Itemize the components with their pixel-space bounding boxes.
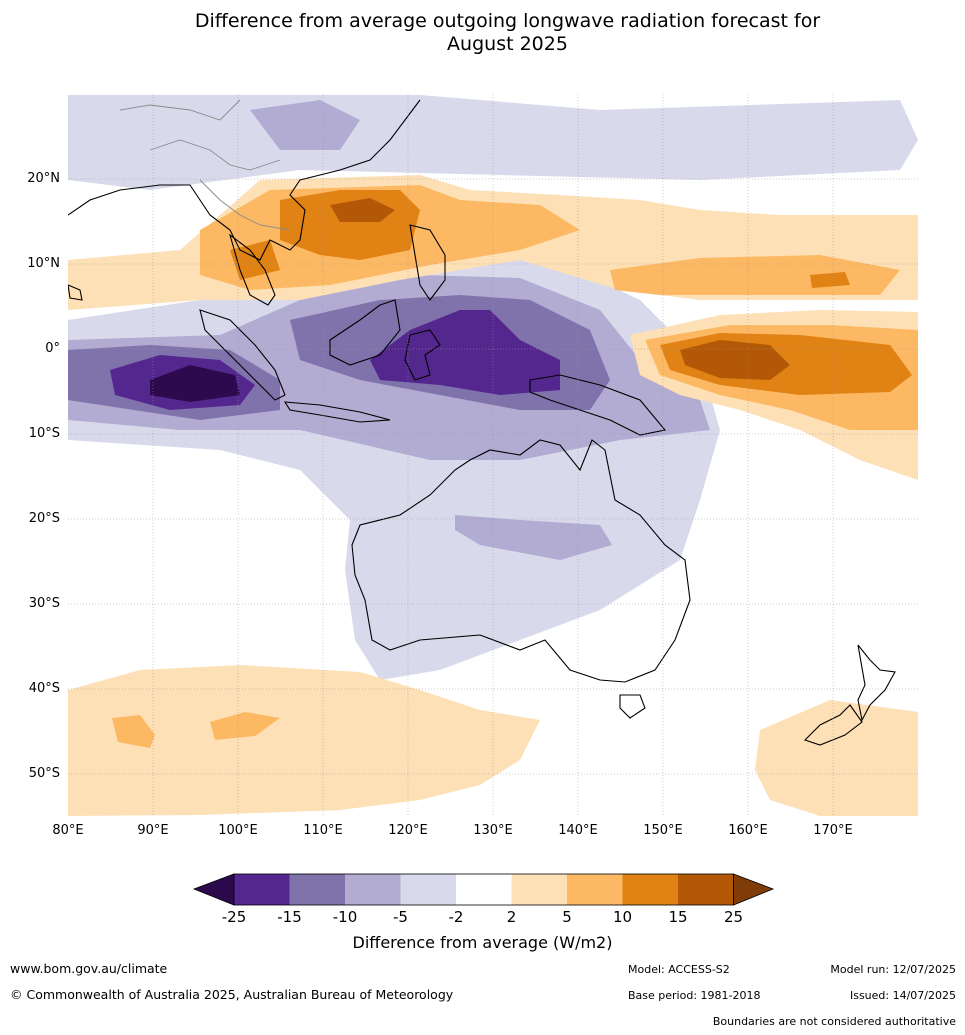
colorbar-swatch <box>289 874 345 905</box>
lat-label: 10°S <box>28 426 60 441</box>
anomaly-region-orange <box>210 712 280 740</box>
lat-label: 10°N <box>27 256 60 271</box>
java-coastline <box>283 401 391 423</box>
colorbar-tick-label: -10 <box>332 908 358 926</box>
model-info: Model: ACCESS-S2 <box>628 963 730 976</box>
borneo-coastline <box>329 299 401 366</box>
lat-label: 30°S <box>28 596 60 611</box>
colorbar-swatch <box>678 874 734 905</box>
boundaries-note: Boundaries are not considered authoritat… <box>712 1015 956 1028</box>
colorbar-tick-label: 15 <box>668 908 688 926</box>
colorbar-swatch <box>456 874 512 905</box>
model-run-date: Model run: 12/07/2025 <box>830 963 956 976</box>
anomaly-region-deep-purple <box>370 310 560 395</box>
colorbar-swatch <box>622 874 678 905</box>
new-zealand-south-coastline <box>803 704 863 746</box>
colorbar-title: Difference from average (W/m2) <box>352 933 613 952</box>
chart-title: Difference from average outgoing longwav… <box>0 10 965 56</box>
country-borders <box>119 99 291 231</box>
new-zealand-north-coastline <box>857 644 896 722</box>
country-border <box>199 179 291 231</box>
colorbar-swatch <box>567 874 623 905</box>
colorbar-tick-label: 10 <box>612 908 633 926</box>
website-link[interactable]: www.bom.gov.au/climate <box>10 961 168 976</box>
anomaly-region-orange <box>112 715 155 748</box>
lon-label: 80°E <box>52 823 84 838</box>
lon-label: 150°E <box>643 823 683 838</box>
anomaly-region-deep-orange <box>330 198 395 222</box>
title-line-2: August 2025 <box>447 33 568 55</box>
lon-label: 100°E <box>218 823 258 838</box>
sumatra-coastline <box>199 309 286 401</box>
graticule <box>68 94 918 816</box>
country-border <box>149 139 281 171</box>
colorbar-tick-label: -5 <box>393 908 408 926</box>
colorbar-tick-label: -25 <box>221 908 247 926</box>
colorbar-outline <box>233 873 734 906</box>
colorbar-swatch <box>511 874 567 905</box>
lat-label: 20°S <box>28 511 60 526</box>
anomaly-region-darkest-purple <box>150 365 240 402</box>
colorbar-swatch <box>345 874 401 905</box>
colorbar-tick-label: 2 <box>506 908 517 926</box>
sri-lanka-coastline <box>68 284 83 301</box>
lon-label: 170°E <box>813 823 853 838</box>
lat-label: 50°S <box>28 766 60 781</box>
colorbar-tick-label: -15 <box>277 908 302 926</box>
base-period-info: Base period: 1981-2018 <box>628 989 761 1002</box>
colorbar-extend-low <box>192 873 235 906</box>
anomaly-region-dark-orange <box>230 240 280 280</box>
new-guinea-coastline <box>529 374 667 436</box>
colorbar-extend-high <box>733 873 775 906</box>
country-border <box>119 99 241 121</box>
lon-label: 110°E <box>303 823 343 838</box>
australia-coastline <box>351 439 691 683</box>
colorbar-swatch <box>234 874 290 905</box>
tasmania-coastline <box>619 694 646 719</box>
colorbar-tick-label: -2 <box>448 908 464 926</box>
lon-label: 130°E <box>473 823 513 838</box>
anomaly-region-light-orange <box>755 700 918 816</box>
colorbar <box>192 873 775 906</box>
title-line-1: Difference from average outgoing longwav… <box>194 10 821 32</box>
lon-label: 90°E <box>137 823 169 838</box>
anomaly-region-deep-orange <box>680 340 790 380</box>
lat-label: 40°S <box>28 681 60 696</box>
coastlines <box>68 99 896 746</box>
philippines-coastline <box>409 224 446 301</box>
anomaly-region-mid-purple <box>250 100 360 150</box>
malay-peninsula-coastline <box>229 233 276 306</box>
colorbar-tick-label: 5 <box>562 908 572 926</box>
copyright-text: © Commonwealth of Australia 2025, Austra… <box>10 987 454 1002</box>
lon-label: 140°E <box>558 823 598 838</box>
sulawesi-coastline <box>404 329 441 381</box>
anomaly-region-mid-purple <box>455 515 612 560</box>
lat-label: 0° <box>45 341 60 356</box>
issued-date: Issued: 14/07/2025 <box>849 989 956 1002</box>
asia-coastline <box>68 99 421 261</box>
lat-label: 20°N <box>27 171 60 186</box>
anomaly-region-dark-orange <box>810 272 850 288</box>
lon-label: 120°E <box>388 823 428 838</box>
colorbar-tick-label: 25 <box>723 908 744 926</box>
lon-label: 160°E <box>728 823 768 838</box>
anomaly-region-light-orange <box>68 665 540 816</box>
colorbar-swatch <box>400 874 456 905</box>
